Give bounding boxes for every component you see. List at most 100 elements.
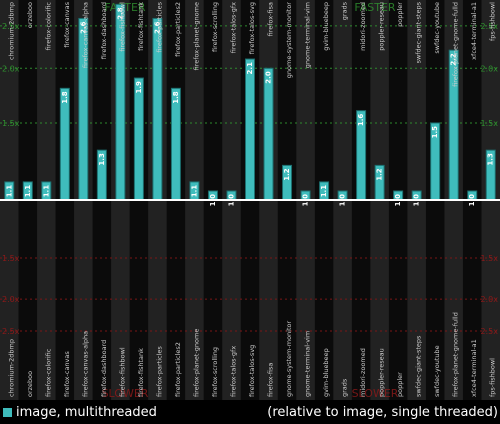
category-label-bottom: firefox-talos-gfx bbox=[229, 346, 237, 397]
bar-value-label: 1.3 bbox=[487, 153, 495, 166]
category-label-top: firefox-particles2 bbox=[174, 2, 182, 57]
bar bbox=[263, 67, 274, 201]
category-label-bottom: firefox-fishtank bbox=[137, 348, 145, 397]
bar-value-label: 2.6 bbox=[153, 21, 161, 34]
category-label-top: firefox-planet-gnome-fulld bbox=[452, 2, 460, 87]
faster-tick-label-left: 1.5x bbox=[2, 119, 20, 128]
bar-chart: 1.5x 1.5x2.0x 2.0x2.5x 2.5x1.5x 1.5x2.0x 2.0x… bbox=[0, 0, 500, 400]
category-label-bottom: firefox-particles bbox=[155, 346, 163, 397]
category-label-top: poppler bbox=[396, 2, 404, 27]
category-label-bottom: gvim-bluebeep bbox=[322, 348, 330, 397]
category-label-top: firefox-talos-gfx bbox=[229, 2, 237, 53]
category-label-bottom: xfce4-terminal-a1 bbox=[470, 339, 478, 397]
slower-region-label: SLOWER bbox=[352, 387, 399, 400]
category-label-top: firefox-talos-svg bbox=[248, 2, 256, 54]
category-label-bottom: grads bbox=[341, 378, 349, 397]
category-label-bottom: firefox-dashboard bbox=[100, 340, 108, 397]
bar-value-label: 1.6 bbox=[357, 114, 365, 127]
faster-tick-label-right: 2.0x bbox=[481, 64, 499, 73]
slower-tick-label-left: 2.5x bbox=[2, 327, 20, 336]
category-label-top: xfce4-terminal-a1 bbox=[470, 2, 478, 60]
category-label-bottom: firefox-colorific bbox=[44, 348, 52, 397]
category-label-top: firefox-colorific bbox=[44, 2, 52, 51]
category-label-top: poppler-reseau bbox=[378, 2, 386, 51]
bar-value-label: 1.1 bbox=[42, 185, 50, 198]
category-label-bottom: firefox-particles2 bbox=[174, 342, 182, 397]
category-label-top: fps-fishbowl bbox=[489, 2, 497, 41]
category-label-top: gvim-bluebeep bbox=[322, 2, 330, 51]
bar-value-label: 1.8 bbox=[61, 91, 69, 104]
faster-tick-label-left: 2.5x bbox=[2, 22, 20, 31]
category-label-top: swfdec-youtube bbox=[433, 2, 441, 54]
bar-value-label: 1.9 bbox=[135, 81, 143, 94]
category-label-bottom: orzeboo bbox=[26, 371, 34, 397]
legend-swatch bbox=[3, 408, 12, 417]
bar-value-label: 1.2 bbox=[283, 168, 291, 181]
category-label-bottom: swfdec-youtube bbox=[433, 345, 441, 397]
bar-value-label: 1.1 bbox=[5, 185, 13, 198]
category-label-top: firefox-fishbowl bbox=[118, 2, 126, 52]
category-label-top: firefox-dashboard bbox=[100, 2, 108, 59]
category-label-top: firefox-fisa bbox=[267, 2, 275, 36]
faster-tick-label-right: 2.5x bbox=[481, 22, 499, 31]
bar-value-label: 1.5 bbox=[431, 126, 439, 139]
category-label-bottom: firefox-fisa bbox=[267, 363, 275, 397]
bar-value-label: 2.0 bbox=[265, 71, 273, 84]
bar bbox=[170, 87, 181, 201]
bar-value-label: 1.3 bbox=[98, 153, 106, 166]
category-label-bottom: midori-zoomed bbox=[359, 348, 367, 397]
category-label-bottom: chromium-2dbmp bbox=[7, 339, 15, 397]
bar-value-label: 1.1 bbox=[320, 185, 328, 198]
category-label-bottom: fps-fishbowl bbox=[489, 358, 497, 397]
category-label-bottom: firefox-canvas-alpha bbox=[81, 331, 89, 397]
category-label-top: midori-zoomed bbox=[359, 2, 367, 51]
bar-value-label: 1.2 bbox=[376, 168, 384, 181]
slower-tick-label-right: 2.5x bbox=[481, 327, 499, 336]
category-label-top: swfdec-giant-steps bbox=[415, 1, 423, 63]
category-label-top: firefox-particles bbox=[155, 1, 163, 52]
category-label-top: firefox-canvas-alpha bbox=[81, 2, 89, 68]
faster-tick-label-left: 2.0x bbox=[2, 64, 20, 73]
slower-region-label: SLOWER bbox=[102, 387, 149, 400]
bar-value-label: 2.2 bbox=[450, 53, 458, 66]
category-label-bottom: poppler bbox=[396, 372, 404, 397]
bar-value-label: 2.8 bbox=[116, 7, 124, 20]
category-label-top: firefox-scrolling bbox=[211, 2, 219, 52]
category-label-bottom: gnome-terminal-vim bbox=[304, 331, 312, 397]
category-label-top: firefox-fishtank bbox=[137, 2, 145, 51]
category-label-top: gnome-system-monitor bbox=[285, 2, 293, 79]
category-label-top: grads bbox=[341, 1, 349, 20]
category-label-bottom: firefox-planet-gnome bbox=[192, 329, 200, 397]
category-label-top: orzeboo bbox=[26, 2, 34, 28]
bar-value-label: 2.1 bbox=[246, 62, 254, 75]
faster-region-label: FASTER bbox=[354, 1, 395, 14]
bar-value-label: 2.6 bbox=[79, 21, 87, 34]
slower-tick-label-right: 2.0x bbox=[481, 295, 499, 304]
category-label-bottom: firefox-talos-svg bbox=[248, 345, 256, 397]
category-label-top: chromium-2dbmp bbox=[7, 2, 15, 60]
bar-value-label: 1.1 bbox=[24, 185, 32, 198]
slower-tick-label-left: 2.0x bbox=[2, 295, 20, 304]
category-label-bottom: firefox-scrolling bbox=[211, 347, 219, 397]
category-label-bottom: gnome-system-monitor bbox=[285, 320, 293, 397]
category-label-bottom: firefox-canvas bbox=[63, 351, 71, 397]
legend-label: image, multithreaded bbox=[16, 405, 157, 420]
slower-tick-label-left: 1.5x bbox=[2, 254, 20, 263]
bar-value-label: 1.8 bbox=[172, 91, 180, 104]
category-label-bottom: poppler-reseau bbox=[378, 348, 386, 397]
bar bbox=[59, 87, 70, 201]
category-label-bottom: firefox-fishbowl bbox=[118, 347, 126, 397]
faster-tick-label-right: 1.5x bbox=[481, 119, 499, 128]
bar bbox=[133, 77, 144, 201]
category-label-top: gnome-terminal-vim bbox=[304, 2, 312, 68]
category-label-top: firefox-canvas bbox=[63, 1, 71, 47]
category-label-bottom: firefox-planet-gnome-fulld bbox=[452, 312, 460, 397]
category-label-top: firefox-planet-gnome bbox=[192, 2, 200, 70]
baseline-note: (relative to image, single threaded) bbox=[267, 405, 498, 420]
legend: image, multithreaded bbox=[3, 405, 157, 420]
bar bbox=[245, 58, 255, 201]
chart-footer: image, multithreaded (relative to image,… bbox=[0, 400, 500, 424]
category-label-bottom: swfdec-giant-steps bbox=[415, 335, 423, 397]
slower-tick-label-right: 1.5x bbox=[481, 254, 499, 263]
bar-value-label: 1.1 bbox=[190, 185, 198, 198]
